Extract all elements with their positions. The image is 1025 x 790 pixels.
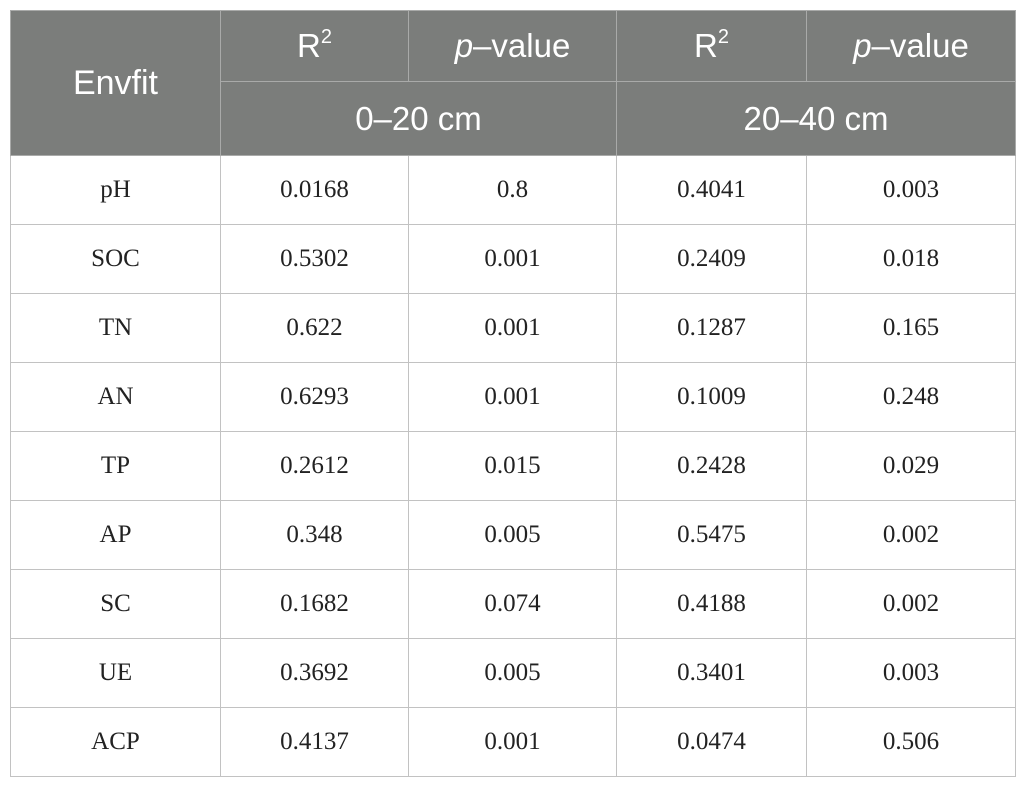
cell-r2-20-40: 0.5475 [616, 500, 807, 570]
cell-pvalue-20-40: 0.002 [806, 500, 1016, 570]
r2-superscript: 2 [717, 26, 729, 48]
table-body: pH 0.0168 0.8 0.4041 0.003 SOC 0.5302 0.… [10, 155, 1016, 777]
row-label: SC [10, 569, 221, 639]
cell-r2-20-40: 0.4188 [616, 569, 807, 639]
cell-pvalue-20-40: 0.003 [806, 155, 1016, 225]
r2-base: R [297, 27, 321, 64]
p-italic: p [454, 27, 474, 64]
row-label: pH [10, 155, 221, 225]
cell-r2-0-20: 0.3692 [220, 638, 409, 708]
table-row: TP 0.2612 0.015 0.2428 0.029 [10, 431, 1016, 501]
cell-pvalue-20-40: 0.248 [806, 362, 1016, 432]
p-rest: –value [871, 27, 969, 64]
cell-pvalue-0-20: 0.001 [408, 224, 617, 294]
cell-r2-20-40: 0.4041 [616, 155, 807, 225]
cell-pvalue-20-40: 0.018 [806, 224, 1016, 294]
cell-r2-0-20: 0.348 [220, 500, 409, 570]
cell-pvalue-0-20: 0.005 [408, 500, 617, 570]
table-row: AP 0.348 0.005 0.5475 0.002 [10, 500, 1016, 570]
cell-r2-0-20: 0.1682 [220, 569, 409, 639]
cell-r2-0-20: 0.6293 [220, 362, 409, 432]
row-label: TN [10, 293, 221, 363]
cell-pvalue-20-40: 0.165 [806, 293, 1016, 363]
r2-superscript: 2 [320, 26, 332, 48]
table-header: Envfit R2 p–value R2 p–value 0–20 cm 20–… [10, 10, 1016, 156]
table-row: pH 0.0168 0.8 0.4041 0.003 [10, 155, 1016, 225]
table-row: TN 0.622 0.001 0.1287 0.165 [10, 293, 1016, 363]
cell-pvalue-20-40: 0.003 [806, 638, 1016, 708]
row-label: SOC [10, 224, 221, 294]
header-depth-20-40: 20–40 cm [616, 81, 1016, 156]
p-italic: p [853, 27, 872, 64]
row-label: ACP [10, 707, 221, 777]
header-r2-20-40: R2 [616, 10, 807, 82]
table-row: UE 0.3692 0.005 0.3401 0.003 [10, 638, 1016, 708]
row-label: AN [10, 362, 221, 432]
cell-r2-20-40: 0.0474 [616, 707, 807, 777]
cell-pvalue-0-20: 0.015 [408, 431, 617, 501]
cell-pvalue-20-40: 0.002 [806, 569, 1016, 639]
r2-base: R [694, 27, 718, 64]
cell-pvalue-20-40: 0.506 [806, 707, 1016, 777]
cell-r2-0-20: 0.4137 [220, 707, 409, 777]
cell-pvalue-0-20: 0.8 [408, 155, 617, 225]
header-depth-0-20: 0–20 cm [220, 81, 617, 156]
header-r2-0-20: R2 [220, 10, 409, 82]
cell-pvalue-20-40: 0.029 [806, 431, 1016, 501]
table-row: ACP 0.4137 0.001 0.0474 0.506 [10, 707, 1016, 777]
cell-pvalue-0-20: 0.001 [408, 293, 617, 363]
cell-r2-20-40: 0.1009 [616, 362, 807, 432]
row-label: UE [10, 638, 221, 708]
cell-r2-20-40: 0.1287 [616, 293, 807, 363]
header-row-depth: 0–20 cm 20–40 cm [11, 81, 1016, 156]
row-label: AP [10, 500, 221, 570]
cell-r2-20-40: 0.2428 [616, 431, 807, 501]
header-pvalue-0-20: p–value [408, 10, 617, 82]
cell-r2-0-20: 0.2612 [220, 431, 409, 501]
cell-r2-0-20: 0.622 [220, 293, 409, 363]
table-row: SOC 0.5302 0.001 0.2409 0.018 [10, 224, 1016, 294]
p-rest: –value [473, 27, 571, 64]
cell-r2-20-40: 0.2409 [616, 224, 807, 294]
cell-r2-0-20: 0.5302 [220, 224, 409, 294]
envfit-table: Envfit R2 p–value R2 p–value 0–20 cm 20–… [10, 10, 1016, 777]
cell-pvalue-0-20: 0.074 [408, 569, 617, 639]
cell-r2-20-40: 0.3401 [616, 638, 807, 708]
header-pvalue-20-40: p–value [806, 10, 1016, 82]
row-label: TP [10, 431, 221, 501]
cell-pvalue-0-20: 0.001 [408, 362, 617, 432]
cell-r2-0-20: 0.0168 [220, 155, 409, 225]
table-row: AN 0.6293 0.001 0.1009 0.248 [10, 362, 1016, 432]
table-row: SC 0.1682 0.074 0.4188 0.002 [10, 569, 1016, 639]
cell-pvalue-0-20: 0.001 [408, 707, 617, 777]
cell-pvalue-0-20: 0.005 [408, 638, 617, 708]
header-row-stats: Envfit R2 p–value R2 p–value [10, 10, 1016, 156]
header-envfit: Envfit [10, 10, 221, 156]
